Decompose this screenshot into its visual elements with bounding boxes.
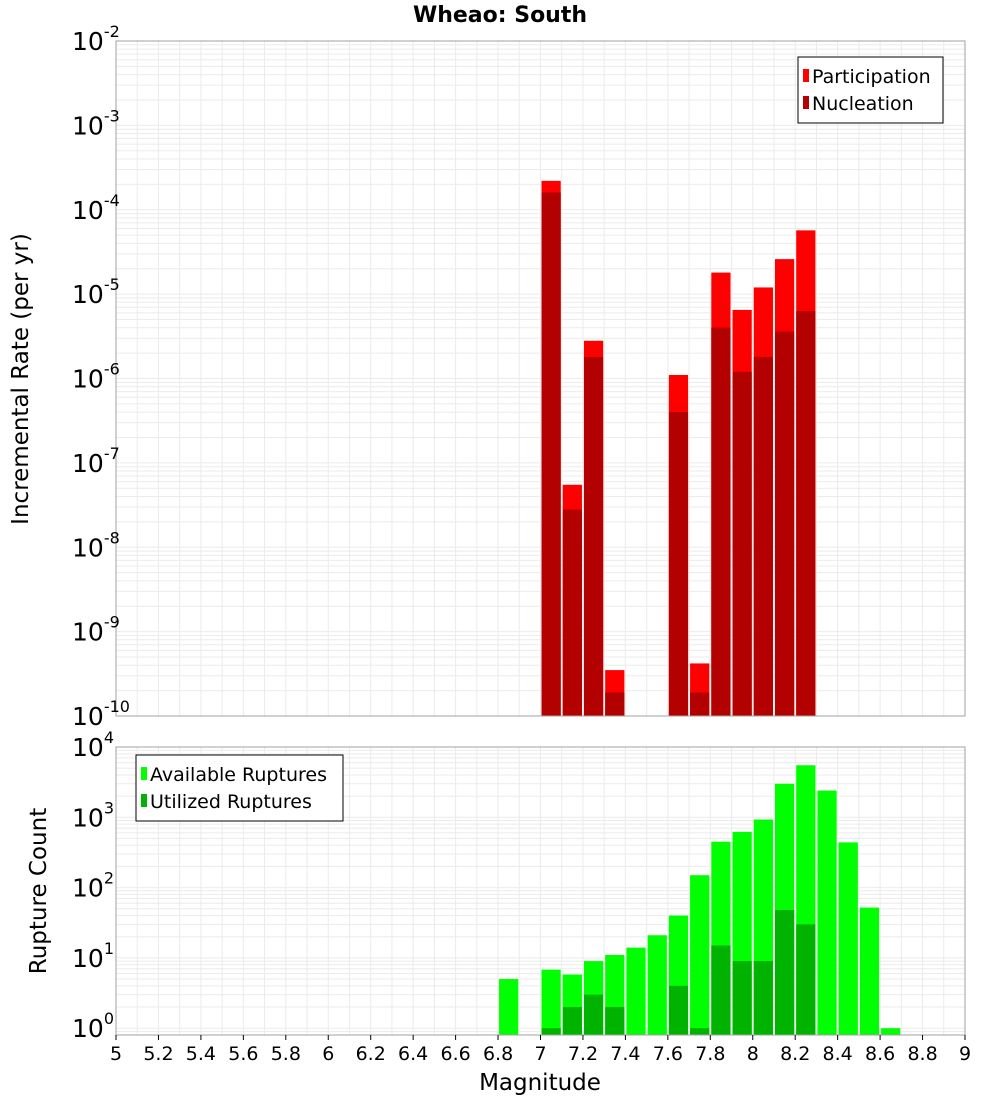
bar-utilized-ruptures bbox=[732, 961, 752, 1035]
y-tick-label: 10-3 bbox=[72, 106, 120, 140]
x-tick-label: 7.6 bbox=[653, 1043, 683, 1065]
chart-title: Wheao: South bbox=[413, 3, 587, 28]
legend-box bbox=[797, 56, 944, 124]
top-y-ticks: 10-2 10-3 10-4 10-5 10-6 10-7 10-8 10-9 10-10 bbox=[72, 22, 130, 731]
bar-available-ruptures bbox=[541, 969, 561, 1035]
legend-swatch bbox=[141, 767, 147, 780]
bar-utilized-ruptures bbox=[711, 945, 731, 1035]
bottom-y-axis-label: Rupture Count bbox=[26, 808, 52, 974]
x-tick-label: 8.2 bbox=[780, 1043, 810, 1065]
x-tick-label: 6.6 bbox=[440, 1043, 470, 1065]
bottom-y-ticks: 100 101 102 103 104 bbox=[72, 728, 114, 1043]
bar-utilized-ruptures bbox=[562, 1007, 582, 1035]
bar-nucleation bbox=[711, 327, 731, 716]
x-tick-label: 5.6 bbox=[228, 1043, 258, 1065]
bar-nucleation bbox=[690, 692, 710, 716]
bottom-bars bbox=[499, 765, 901, 1035]
bar-available-ruptures bbox=[859, 907, 880, 1035]
top-y-axis-label: Incremental Rate (per yr) bbox=[8, 233, 34, 525]
legend-swatch bbox=[803, 69, 809, 82]
y-tick-label: 103 bbox=[72, 798, 114, 832]
y-tick-label: 10-9 bbox=[72, 613, 120, 647]
x-tick-label: 8.6 bbox=[865, 1043, 895, 1065]
x-tick-label: 6.8 bbox=[483, 1043, 513, 1065]
x-tick-label: 6.4 bbox=[398, 1043, 428, 1065]
legend-label: Nucleation bbox=[812, 93, 914, 115]
legend-box bbox=[135, 754, 344, 822]
x-tick-label: 7.2 bbox=[568, 1043, 598, 1065]
y-tick-label: 102 bbox=[72, 869, 114, 903]
y-tick-label: 10-2 bbox=[72, 22, 120, 56]
y-tick-label: 104 bbox=[72, 728, 114, 762]
x-tick-label: 5 bbox=[110, 1043, 122, 1065]
bar-nucleation bbox=[541, 192, 561, 717]
bar-utilized-ruptures bbox=[796, 924, 816, 1035]
x-tick-label: 8.4 bbox=[823, 1043, 853, 1065]
bar-available-ruptures bbox=[647, 935, 667, 1035]
bar-utilized-ruptures bbox=[668, 985, 689, 1035]
y-tick-label: 10-6 bbox=[72, 360, 120, 394]
bar-utilized-ruptures bbox=[583, 994, 604, 1035]
bar-nucleation bbox=[562, 509, 582, 716]
bar-available-ruptures bbox=[817, 790, 837, 1035]
y-tick-label: 101 bbox=[72, 939, 114, 973]
bar-nucleation bbox=[583, 356, 604, 716]
top-bars bbox=[541, 180, 816, 717]
x-tick-label: 6.2 bbox=[356, 1043, 386, 1065]
bar-utilized-ruptures bbox=[541, 1028, 561, 1035]
y-tick-label: 10-5 bbox=[72, 275, 120, 309]
bottom-legend: Available Ruptures Utilized Ruptures bbox=[135, 754, 344, 822]
top-legend: Participation Nucleation bbox=[797, 56, 944, 124]
y-tick-label: 100 bbox=[72, 1009, 114, 1043]
y-tick-label: 10-7 bbox=[72, 444, 120, 478]
bar-nucleation bbox=[796, 311, 816, 716]
y-tick-label: 10-4 bbox=[72, 191, 120, 225]
x-tick-label: 7.8 bbox=[695, 1043, 725, 1065]
legend-label: Available Ruptures bbox=[150, 764, 327, 786]
y-tick-label: 10-10 bbox=[72, 697, 130, 731]
bar-nucleation bbox=[732, 371, 752, 716]
x-tick-label: 6 bbox=[322, 1043, 334, 1065]
x-tick-label: 5.4 bbox=[186, 1043, 216, 1065]
legend-swatch bbox=[803, 96, 809, 109]
bar-utilized-ruptures bbox=[753, 961, 773, 1035]
x-tick-label: 5.8 bbox=[271, 1043, 301, 1065]
bar-available-ruptures bbox=[881, 1028, 901, 1035]
bar-nucleation bbox=[753, 356, 773, 716]
bar-utilized-ruptures bbox=[690, 1028, 710, 1035]
legend-swatch bbox=[141, 794, 147, 807]
x-ticks: 5 5.2 5.4 5.6 5.8 6 6.2 6.4 6.6 6.8 7 7.2 7.4 7.6 7.8 8… bbox=[110, 1035, 971, 1065]
top-grid bbox=[115, 41, 966, 717]
x-tick-label: 5.2 bbox=[143, 1043, 173, 1065]
legend-label: Participation bbox=[812, 66, 931, 88]
x-tick-label: 8 bbox=[747, 1043, 759, 1065]
x-tick-label: 9 bbox=[959, 1043, 971, 1065]
x-tick-label: 7 bbox=[534, 1043, 546, 1065]
bar-utilized-ruptures bbox=[605, 1007, 625, 1035]
legend-label: Utilized Ruptures bbox=[150, 791, 312, 813]
bar-available-ruptures bbox=[499, 979, 519, 1035]
bar-nucleation bbox=[774, 331, 795, 716]
bar-nucleation bbox=[605, 692, 625, 716]
top-plot-frame bbox=[115, 40, 966, 717]
bar-nucleation bbox=[668, 412, 689, 716]
bar-utilized-ruptures bbox=[774, 910, 795, 1035]
bar-available-ruptures bbox=[626, 947, 646, 1035]
x-axis-label: Magnitude bbox=[479, 1070, 601, 1096]
y-tick-label: 10-8 bbox=[72, 528, 120, 562]
x-tick-label: 8.8 bbox=[907, 1043, 937, 1065]
bar-available-ruptures bbox=[690, 875, 710, 1035]
bar-available-ruptures bbox=[838, 842, 858, 1035]
x-tick-label: 7.4 bbox=[610, 1043, 640, 1065]
